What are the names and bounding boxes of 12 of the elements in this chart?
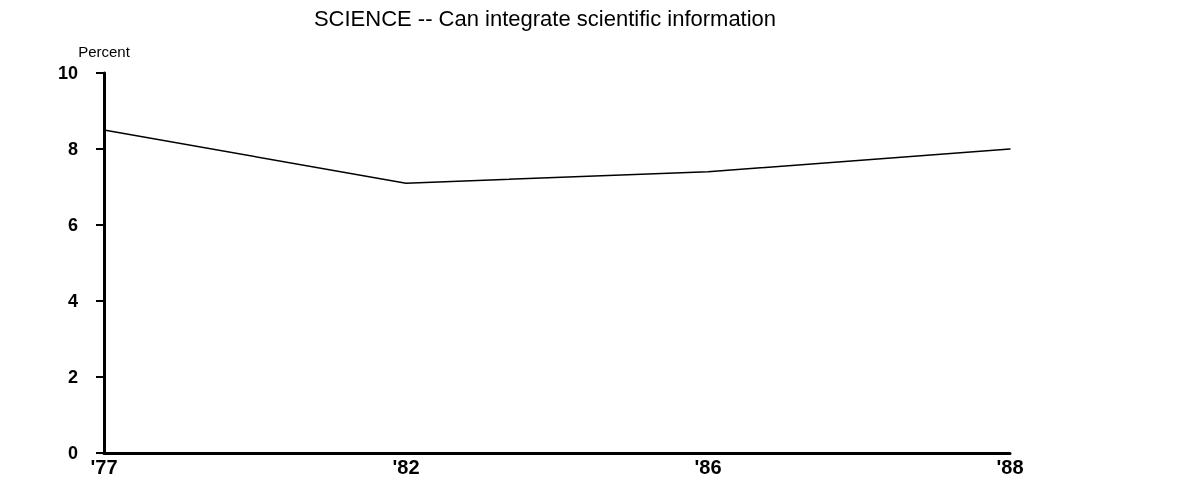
- y-axis-title: Percent: [78, 43, 131, 60]
- chart-title: SCIENCE -- Can integrate scientific information: [313, 5, 777, 31]
- y-tick-label: 8: [67, 139, 78, 159]
- x-tick-label: '77: [90, 456, 118, 478]
- y-tick-label: 10: [57, 63, 78, 83]
- y-tick-label: 0: [67, 443, 78, 463]
- x-tick-label: '82: [392, 456, 420, 478]
- x-tick-label: '88: [996, 456, 1024, 478]
- y-tick-label: 2: [67, 367, 78, 387]
- y-tick-label: 6: [67, 215, 78, 235]
- y-tick-label: 4: [67, 291, 78, 311]
- x-tick-label: '86: [694, 456, 722, 478]
